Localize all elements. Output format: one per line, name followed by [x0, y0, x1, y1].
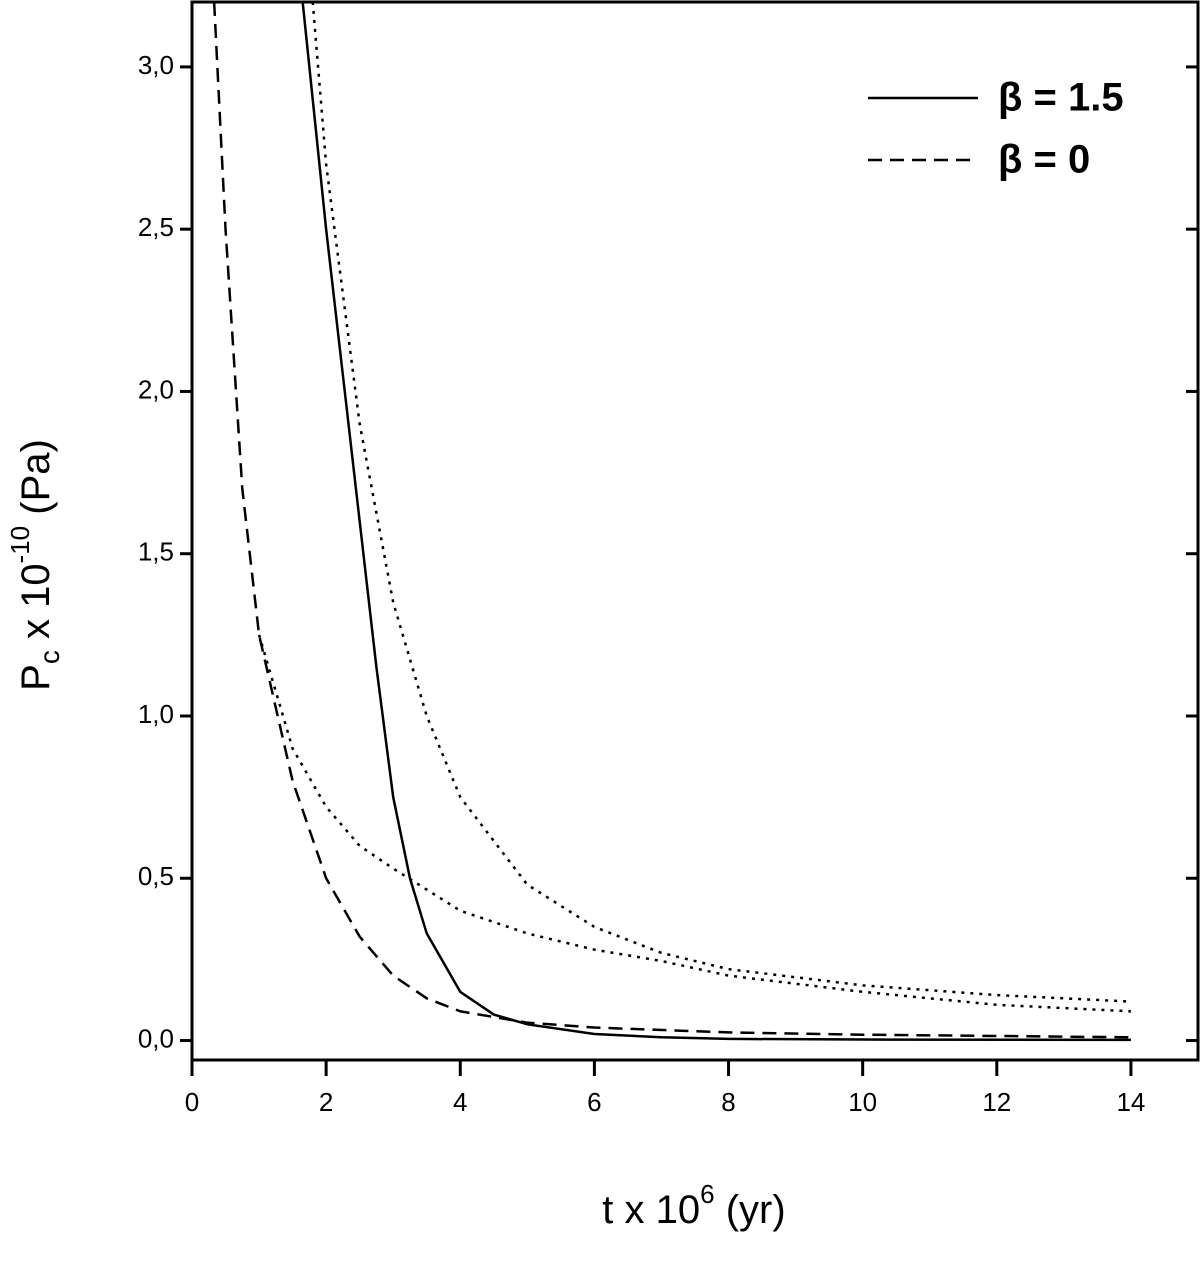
data-line — [257, 634, 1131, 1013]
y-tick-label: 1,0 — [138, 699, 174, 729]
data-line — [311, 2, 1131, 1003]
x-tick-label: 4 — [453, 1087, 467, 1117]
x-tick-label: 14 — [1116, 1087, 1145, 1117]
x-tick-label: 6 — [587, 1087, 601, 1117]
y-tick-label: 0,0 — [138, 1023, 174, 1053]
y-tick-label: 3,0 — [138, 50, 174, 80]
data-line — [212, 2, 1131, 1039]
plot-frame — [190, 0, 1200, 1062]
y-tick-label: 1,5 — [138, 537, 174, 567]
x-tick-label: 10 — [848, 1087, 877, 1117]
x-tick-label: 0 — [185, 1087, 199, 1117]
x-tick-label: 8 — [721, 1087, 735, 1117]
y-tick-label: 2,0 — [138, 374, 174, 404]
legend-label: β = 1.5 — [998, 76, 1124, 120]
y-tick-label: 0,5 — [138, 861, 174, 891]
y-tick-label: 2,5 — [138, 212, 174, 242]
y-axis-label: Pc x 10-10 (Pa) — [5, 439, 66, 691]
x-axis-label: t x 106 (yr) — [602, 1179, 785, 1232]
plot-area — [212, 2, 1131, 1042]
legend-label: β = 0 — [998, 138, 1090, 182]
data-line — [301, 2, 1131, 1042]
x-tick-label: 12 — [982, 1087, 1011, 1117]
x-tick-label: 2 — [319, 1087, 333, 1117]
